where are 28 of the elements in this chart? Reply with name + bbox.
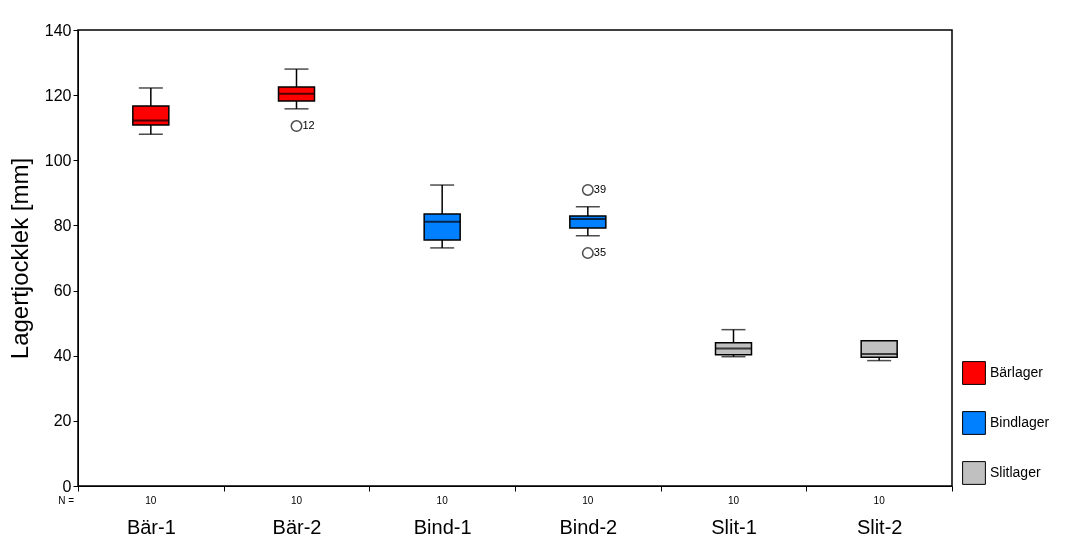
legend-label: Bindlager <box>990 414 1050 430</box>
x-tick-label: Bär-1 <box>126 515 176 536</box>
text: 10 <box>436 495 449 506</box>
y-tick-label: 20 <box>53 412 72 430</box>
y-tick-label: 60 <box>53 282 72 300</box>
y-tick-label: 120 <box>44 86 72 104</box>
y-tick-label: 0 <box>62 477 72 495</box>
annotation: 12 <box>302 119 315 132</box>
y-tick-label: 80 <box>53 216 72 234</box>
annotation: 35 <box>593 246 607 259</box>
text: N = <box>58 495 75 506</box>
text: 10 <box>145 495 157 506</box>
text: 10 <box>873 495 886 506</box>
x-tick-label: Slit-1 <box>711 515 757 536</box>
x-tick-label: Slit-2 <box>856 515 903 536</box>
x-tick-label: Bind-2 <box>559 515 618 536</box>
y-tick-label: 40 <box>53 347 72 365</box>
annotation: 39 <box>593 182 607 195</box>
text: 10 <box>290 495 303 506</box>
x-tick-label: Bind-1 <box>413 515 472 536</box>
y-tick-label: 100 <box>44 151 72 169</box>
y-tick-label: 140 <box>44 21 72 39</box>
legend-label: Slitlager <box>990 464 1041 480</box>
text: 10 <box>582 495 594 506</box>
text: 10 <box>727 495 740 506</box>
x-tick-label: Bär-2 <box>272 515 322 536</box>
y-axis-title: Lagertjocklek [mm] <box>5 157 33 360</box>
legend-label: Bärlager <box>990 364 1044 380</box>
